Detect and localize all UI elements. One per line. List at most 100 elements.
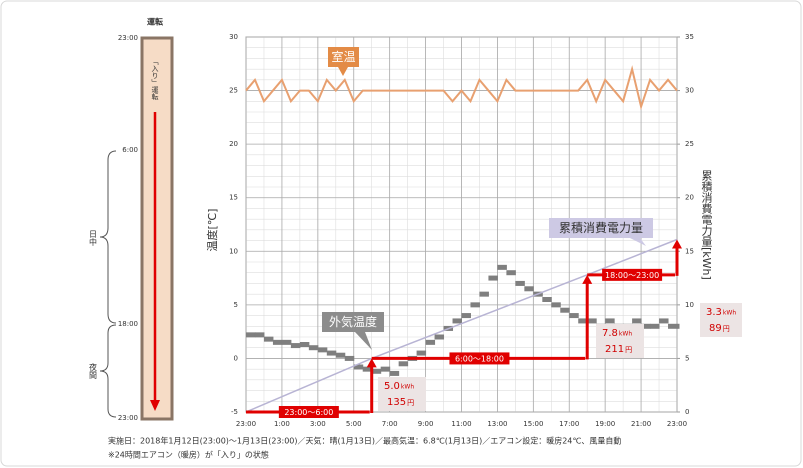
x-tick-label: 13:00 — [487, 420, 507, 428]
x-tick-label: 17:00 — [559, 420, 579, 428]
y2-tick-label: 20 — [685, 194, 694, 202]
period-arrow-head — [582, 274, 593, 284]
step-segment — [641, 323, 651, 329]
step-segment — [506, 270, 516, 276]
y-axis-title: 温度[℃] — [205, 209, 219, 252]
step-segment — [650, 323, 660, 329]
period-label: 23:00～6:00 — [284, 408, 333, 417]
legend-label: 室温 — [331, 49, 355, 64]
step-segment — [488, 275, 498, 281]
period-cost: 89 — [709, 323, 722, 334]
period-cost-unit: 円 — [407, 399, 414, 407]
step-segment — [281, 339, 292, 345]
step-segment — [560, 307, 570, 313]
period-label: 6:00～18:00 — [455, 354, 504, 363]
step-segment — [587, 318, 597, 324]
step-segment — [299, 342, 310, 347]
step-segment — [371, 368, 382, 374]
schedule-arrow-head — [150, 400, 160, 411]
step-segment — [335, 352, 346, 358]
step-segment — [290, 343, 301, 349]
step-segment — [569, 313, 579, 319]
series-line — [245, 65, 678, 111]
y-tick-label: 20 — [229, 140, 238, 148]
legend-callout — [549, 218, 653, 238]
schedule-time: 23:00 — [118, 34, 138, 42]
step-segment — [470, 302, 480, 308]
legend-label: 外気温度 — [329, 314, 377, 329]
legend-callout — [328, 47, 359, 67]
step-segment — [515, 280, 525, 286]
period-value-box — [596, 324, 644, 358]
legend-callout-tip — [630, 238, 646, 246]
series-line — [245, 238, 678, 413]
period-energy: 5.0 — [384, 381, 400, 392]
schedule-title: 運転 — [147, 17, 163, 27]
period-energy: 3.3 — [706, 307, 722, 318]
step-segment — [659, 318, 669, 324]
step-segment — [461, 313, 471, 319]
step-segment — [380, 366, 391, 372]
step-segment — [344, 355, 355, 361]
step-segment — [479, 291, 489, 297]
step-segment — [578, 318, 588, 324]
step-segment — [416, 350, 427, 356]
step-segment — [263, 336, 274, 342]
period-cost: 135 — [387, 397, 406, 408]
brace — [99, 150, 117, 324]
y-tick-label: 25 — [229, 87, 238, 95]
x-tick-label: 23:00 — [667, 420, 687, 428]
period-energy-unit: kWh — [619, 331, 632, 338]
y2-tick-label: 5 — [685, 354, 689, 362]
period-energy-unit: kWh — [723, 310, 736, 317]
day-label: 日中 — [89, 230, 98, 247]
step-segment — [389, 370, 400, 376]
period-energy: 7.8 — [602, 328, 618, 339]
step-segment — [434, 334, 445, 340]
step-segment — [425, 339, 436, 345]
x-tick-label: 19:00 — [595, 420, 615, 428]
period-value-box — [378, 377, 426, 411]
step-segment — [605, 318, 615, 324]
legend-callout-tip — [338, 67, 348, 76]
period-cost-unit: 円 — [625, 346, 632, 354]
period-arrow-head — [366, 358, 377, 368]
y2-tick-label: 10 — [685, 301, 694, 309]
period-energy-unit: kWh — [401, 384, 414, 391]
brace — [99, 324, 117, 418]
step-segment — [272, 339, 283, 345]
step-segment — [308, 345, 319, 351]
step-segment — [668, 323, 678, 329]
step-segment — [524, 286, 534, 292]
step-segment — [246, 332, 256, 338]
step-segment — [353, 364, 364, 370]
step-segment — [497, 264, 507, 270]
footer-line: ※24時間エアコン（暖房）が「入り」の状態 — [108, 450, 269, 460]
step-segment — [677, 323, 680, 329]
y2-tick-label: 0 — [685, 408, 689, 416]
period-label-box — [449, 352, 510, 365]
legend-label: 累積消費電力量 — [559, 220, 643, 235]
step-segment — [452, 318, 462, 324]
x-tick-label: 5:00 — [346, 420, 362, 428]
step-segment — [551, 302, 561, 308]
x-tick-label: 23:00 — [236, 420, 256, 428]
legend-callout-tip — [355, 332, 372, 350]
x-tick-label: 3:00 — [310, 420, 326, 428]
x-tick-label: 21:00 — [631, 420, 651, 428]
y-tick-label: 0 — [234, 354, 238, 362]
y2-axis-title: 累積消費電力量[kWh] — [700, 170, 713, 280]
y2-tick-label: 35 — [685, 33, 694, 41]
step-segment — [326, 350, 337, 356]
step-segment — [317, 347, 328, 353]
y2-tick-label: 15 — [685, 247, 694, 255]
schedule-time: 6:00 — [122, 146, 138, 154]
legend-callout — [322, 312, 384, 332]
step-segment — [632, 318, 642, 324]
y2-tick-label: 25 — [685, 140, 694, 148]
period-cost-unit: 円 — [723, 325, 730, 333]
x-tick-label: 9:00 — [418, 420, 434, 428]
x-tick-label: 1:00 — [274, 420, 290, 428]
schedule-time: 18:00 — [118, 320, 138, 328]
